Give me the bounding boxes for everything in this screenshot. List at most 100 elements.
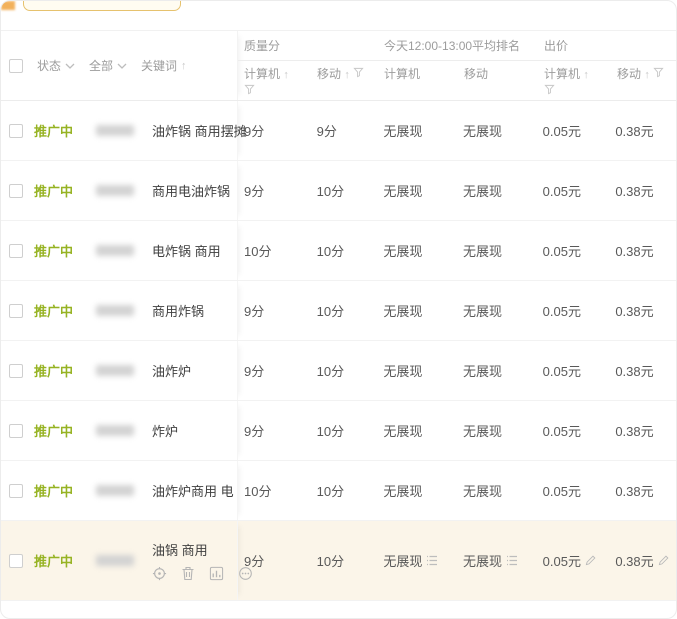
bid-mobile: 0.38元 bbox=[615, 554, 654, 569]
bid-pc-cell[interactable]: 0.05元 bbox=[537, 341, 610, 400]
active-tab-partial[interactable] bbox=[23, 1, 181, 11]
scope-filter-dropdown[interactable]: 全部 bbox=[89, 57, 127, 74]
col-bid-mobile-sort[interactable]: 移动 ↑ bbox=[611, 67, 676, 100]
select-all-checkbox[interactable] bbox=[9, 58, 23, 73]
quality-score-pc: 9分 bbox=[244, 124, 265, 139]
edit-pencil-icon[interactable] bbox=[585, 555, 596, 566]
quality-score-mobile: 10分 bbox=[316, 304, 345, 319]
keyword-cell: 推广中 商用炸锅 bbox=[1, 281, 238, 340]
quality-score-pc: 10分 bbox=[244, 244, 272, 259]
quality-score-pc-cell: 9分 bbox=[238, 521, 311, 600]
left-header: 状态 全部 关键词 ↑ bbox=[1, 31, 238, 100]
row-checkbox[interactable] bbox=[9, 243, 23, 258]
table-row: 推广中 油炸锅 商用摆摊 9分 9分 无展现 无展现 0.05元 bbox=[1, 101, 676, 161]
col-bid-pc-sort[interactable]: 计算机 ↑ bbox=[538, 67, 611, 100]
quality-score-mobile-cell: 10分 bbox=[311, 161, 378, 220]
bid-mobile-cell[interactable]: 0.38元 bbox=[609, 221, 676, 280]
rank-mobile-cell: 无展现 bbox=[457, 521, 537, 600]
redacted-text bbox=[96, 245, 134, 256]
rank-mobile-cell: 无展现 bbox=[457, 461, 537, 520]
bid-mobile-cell[interactable]: 0.38元 bbox=[609, 101, 676, 160]
bid-mobile-cell[interactable]: 0.38元 bbox=[609, 161, 676, 220]
rank-mobile-cell: 无展现 bbox=[457, 281, 537, 340]
trash-icon[interactable] bbox=[181, 566, 195, 581]
table-row: 推广中 油炸炉商用 电 10分 10分 无展现 无展现 0.05元 bbox=[1, 461, 676, 521]
status-filter-dropdown[interactable]: 状态 bbox=[37, 57, 75, 74]
keyword-cell: 推广中 电炸锅 商用 bbox=[1, 221, 238, 280]
row-checkbox[interactable] bbox=[9, 423, 23, 438]
bid-pc-cell[interactable]: 0.05元 bbox=[537, 101, 610, 160]
keyword-text: 油锅 商用 bbox=[152, 543, 208, 558]
status-badge: 推广中 bbox=[34, 424, 74, 439]
bid-pc-cell[interactable]: 0.05元 bbox=[537, 221, 610, 280]
more-icon[interactable] bbox=[238, 566, 253, 581]
redacted-text bbox=[96, 425, 134, 436]
filter-funnel-icon[interactable] bbox=[244, 84, 255, 95]
bid-pc-cell[interactable]: 0.05元 bbox=[537, 461, 610, 520]
bid-pc: 0.05元 bbox=[542, 364, 581, 379]
row-checkbox[interactable] bbox=[9, 363, 23, 378]
bid-pc: 0.05元 bbox=[542, 304, 581, 319]
bid-mobile-cell[interactable]: 0.38元 bbox=[609, 281, 676, 340]
bid-pc-cell[interactable]: 0.05元 bbox=[537, 521, 610, 600]
top-tab-bar bbox=[1, 1, 676, 31]
row-checkbox[interactable] bbox=[9, 483, 23, 498]
col-rank-pc[interactable]: 计算机 bbox=[384, 67, 421, 81]
rank-pc: 无展现 bbox=[383, 554, 423, 569]
quality-score-mobile: 10分 bbox=[316, 424, 345, 439]
edit-pencil-icon[interactable] bbox=[658, 555, 669, 566]
rank-mobile: 无展现 bbox=[463, 424, 503, 439]
keyword-sort-header[interactable]: 关键词 ↑ bbox=[141, 57, 187, 74]
chevron-down-icon bbox=[117, 63, 127, 69]
bid-mobile-cell[interactable]: 0.38元 bbox=[609, 401, 676, 460]
filter-funnel-icon[interactable] bbox=[353, 67, 364, 78]
bid-pc-cell[interactable]: 0.05元 bbox=[537, 401, 610, 460]
table-body: 推广中 油炸锅 商用摆摊 9分 9分 无展现 无展现 0.05元 bbox=[1, 101, 676, 601]
row-checkbox[interactable] bbox=[9, 303, 23, 318]
keyword-text: 电炸锅 商用 bbox=[152, 244, 221, 259]
col-rank-mobile[interactable]: 移动 bbox=[464, 67, 489, 81]
keyword-cell: 推广中 油炸炉 bbox=[1, 341, 238, 400]
bid-pc-cell[interactable]: 0.05元 bbox=[537, 161, 610, 220]
col-qs-pc-sort[interactable]: 计算机 ↑ bbox=[238, 67, 311, 100]
quality-score-mobile: 10分 bbox=[316, 184, 345, 199]
rank-pc: 无展现 bbox=[383, 424, 423, 439]
status-badge: 推广中 bbox=[34, 304, 74, 319]
corner-accent bbox=[1, 1, 15, 10]
bid-mobile-cell[interactable]: 0.38元 bbox=[609, 341, 676, 400]
row-checkbox[interactable] bbox=[9, 553, 23, 568]
bid-mobile: 0.38元 bbox=[615, 184, 654, 199]
rank-pc-cell: 无展现 bbox=[377, 461, 457, 520]
bid-mobile: 0.38元 bbox=[615, 424, 654, 439]
rank-pc-cell: 无展现 bbox=[377, 281, 457, 340]
rank-detail-list-icon[interactable] bbox=[506, 555, 518, 566]
bid-pc-cell[interactable]: 0.05元 bbox=[537, 281, 610, 340]
row-checkbox[interactable] bbox=[9, 183, 23, 198]
filter-funnel-icon[interactable] bbox=[653, 67, 664, 78]
keyword-cell: 推广中 炸炉 bbox=[1, 401, 238, 460]
bid-mobile-cell[interactable]: 0.38元 bbox=[609, 461, 676, 520]
keyword-cell: 推广中 油锅 商用 bbox=[1, 521, 252, 600]
bid-pc: 0.05元 bbox=[542, 424, 581, 439]
quality-score-pc: 9分 bbox=[244, 424, 265, 439]
quality-score-mobile: 10分 bbox=[316, 484, 345, 499]
rank-detail-list-icon[interactable] bbox=[426, 555, 438, 566]
row-checkbox[interactable] bbox=[9, 123, 23, 138]
target-icon[interactable] bbox=[152, 566, 167, 581]
filter-funnel-icon[interactable] bbox=[544, 84, 555, 95]
keyword-text: 商用炸锅 bbox=[152, 304, 205, 319]
chevron-down-icon bbox=[65, 63, 75, 69]
keyword-cell: 推广中 商用电油炸锅 bbox=[1, 161, 238, 220]
chart-icon[interactable] bbox=[209, 566, 224, 581]
row-actions bbox=[152, 566, 252, 581]
rank-pc-cell: 无展现 bbox=[377, 161, 457, 220]
bid-mobile-cell[interactable]: 0.38元 bbox=[609, 521, 676, 600]
quality-score-mobile-cell: 9分 bbox=[311, 101, 378, 160]
status-header-label: 状态 bbox=[37, 59, 62, 73]
status-badge: 推广中 bbox=[34, 554, 74, 569]
table-row: 推广中 商用电油炸锅 9分 10分 无展现 无展现 0.05元 bbox=[1, 161, 676, 221]
rank-pc: 无展现 bbox=[383, 124, 423, 139]
col-qs-mobile-sort[interactable]: 移动 ↑ bbox=[311, 67, 378, 100]
table-row: 推广中 商用炸锅 9分 10分 无展现 无展现 0.05元 bbox=[1, 281, 676, 341]
group-quality-score: 质量分 bbox=[238, 37, 378, 61]
